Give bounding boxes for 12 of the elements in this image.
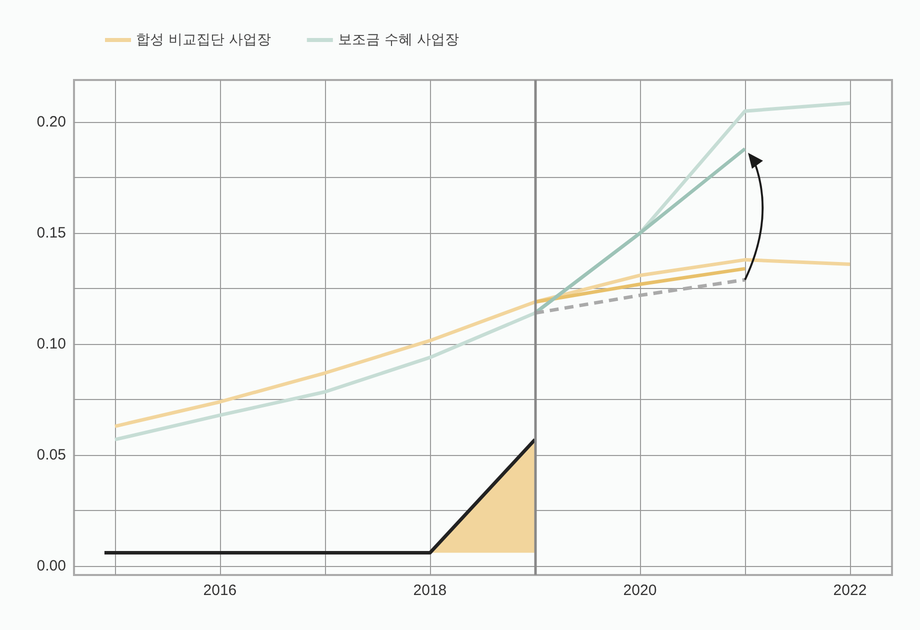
y-tick-label: 0.15 [36, 224, 66, 242]
x-tick-label: 2020 [623, 582, 657, 599]
y-tick-label: 0.05 [36, 446, 66, 464]
legend-label: 합성 비교집단 사업장 [136, 32, 271, 48]
x-tick-label: 2016 [203, 582, 237, 599]
y-tick-label: 0.20 [36, 114, 66, 131]
x-tick-label: 2018 [413, 582, 447, 599]
line-series [113, 258, 852, 428]
legend-label: 보조금 수혜 사업장 [338, 32, 459, 48]
y-tick-label: 0.00 [36, 558, 66, 575]
x-tick-label: 2022 [833, 582, 867, 599]
y-tick-label: 0.10 [36, 336, 66, 353]
